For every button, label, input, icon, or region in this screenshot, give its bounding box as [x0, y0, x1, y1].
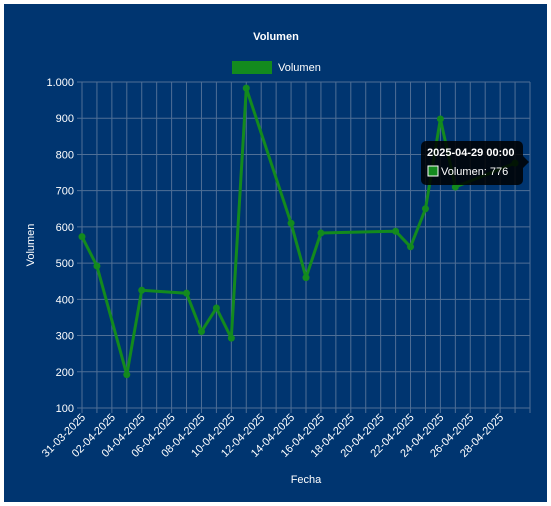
data-point[interactable] [392, 227, 400, 235]
legend-swatch [232, 61, 272, 74]
data-point[interactable] [287, 219, 295, 227]
data-point[interactable] [242, 84, 250, 92]
data-point[interactable] [78, 233, 86, 241]
y-tick-label: 200 [56, 367, 74, 379]
y-tick-label: 300 [56, 331, 74, 343]
data-point[interactable] [93, 262, 101, 270]
data-point[interactable] [197, 328, 205, 336]
tooltip-label: Volumen: 776 [441, 166, 508, 178]
y-tick-label: 500 [56, 258, 74, 270]
x-axis-title: Fecha [291, 474, 322, 486]
y-tick-label: 600 [56, 222, 74, 234]
chart-title: Volumen [253, 31, 299, 43]
data-point[interactable] [317, 229, 325, 237]
y-axis-title: Volumen [25, 224, 37, 267]
y-tick-label: 1.000 [46, 77, 74, 89]
legend-label: Volumen [278, 62, 321, 74]
data-point[interactable] [302, 274, 310, 282]
y-tick-label: 900 [56, 113, 74, 125]
tooltip-box [421, 141, 523, 185]
y-tick-label: 700 [56, 186, 74, 198]
data-point[interactable] [212, 304, 220, 312]
data-point[interactable] [227, 334, 235, 342]
chart-panel [4, 4, 547, 502]
tooltip-title: 2025-04-29 00:00 [427, 147, 514, 159]
data-point[interactable] [451, 183, 459, 191]
series-line [80, 86, 516, 377]
tooltip-caret [523, 156, 529, 168]
data-point[interactable] [407, 243, 415, 251]
data-point[interactable] [138, 286, 146, 294]
data-point[interactable] [421, 205, 429, 213]
data-point[interactable] [436, 115, 444, 123]
y-tick-label: 100 [56, 403, 74, 415]
data-point[interactable] [123, 371, 131, 379]
y-tick-label: 400 [56, 294, 74, 306]
y-tick-label: 800 [56, 149, 74, 161]
tooltip-swatch [427, 165, 439, 177]
data-point[interactable] [183, 289, 191, 297]
